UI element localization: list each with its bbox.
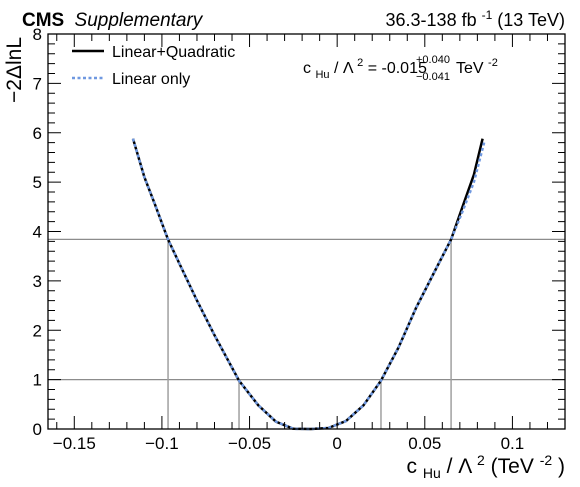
supplementary-label: Supplementary <box>75 10 204 31</box>
x-label-sq: 2 <box>477 452 485 468</box>
series-line-linear-only <box>131 138 486 431</box>
result-lambda-exp: 2 <box>357 57 363 69</box>
plot-frame <box>47 33 566 430</box>
series-layer <box>131 138 486 431</box>
header-experiment: CMS Supplementary <box>22 10 204 31</box>
reference-lines <box>48 238 565 429</box>
result-value: = -0.015 <box>368 60 427 77</box>
x-axis-label: c Hu / Λ 2 (TeV -2 ) <box>407 447 565 483</box>
legend-label-linear-only: Linear only <box>112 71 190 88</box>
x-tick-label-4: 0.05 <box>408 434 441 453</box>
result-param: c <box>303 60 311 77</box>
x-label-close: ) <box>558 455 565 478</box>
x-tick-label-2: −0.05 <box>228 434 271 453</box>
x-tick-label-1: −0.1 <box>145 434 179 453</box>
x-label-sub: Hu <box>423 465 441 481</box>
axes: 0 1 2 3 4 5 6 7 8 −0.15 −0.1 −0.05 0 0.05 0.1 <box>33 25 566 453</box>
result-sep: / <box>334 60 343 77</box>
result-up-error: +0.040 <box>416 54 450 66</box>
result-annotation: c Hu / Λ 2 = -0.015 <box>303 53 427 82</box>
x-label-param: c <box>407 455 418 478</box>
experiment-label: CMS <box>22 10 64 31</box>
x-tick-label-5: 0.1 <box>501 434 525 453</box>
x-label-mid: / Λ <box>447 455 473 478</box>
y-tick-label-6: 6 <box>33 124 42 143</box>
y-tick-label-7: 7 <box>33 74 42 93</box>
lumi-suffix: (13 TeV) <box>497 10 565 30</box>
y-tick-label-2: 2 <box>33 321 42 340</box>
result-down-error: −0.041 <box>416 71 450 83</box>
result-lambda: Λ <box>343 60 354 77</box>
lumi-prefix: 36.3-138 fb <box>386 10 477 30</box>
legend-label-linear-quadratic: Linear+Quadratic <box>112 44 235 61</box>
x-label-unit: (TeV <box>491 455 534 478</box>
lumi-label: 36.3-138 fb -1 (13 TeV) <box>386 3 565 30</box>
x-tick-label-0: −0.15 <box>53 434 96 453</box>
x-tick-label-3: 0 <box>332 434 341 453</box>
result-unit: TeV <box>456 60 484 77</box>
result-unit-label: TeV -2 <box>456 57 498 77</box>
lumi-exponent: -1 <box>482 8 493 22</box>
x-label-unit-exp: -2 <box>540 452 553 468</box>
y-tick-label-4: 4 <box>33 223 42 242</box>
y-tick-label-0: 0 <box>33 420 42 439</box>
y-tick-label-8: 8 <box>33 25 42 44</box>
y-tick-label-1: 1 <box>33 371 42 390</box>
legend: Linear+Quadratic Linear only <box>72 44 235 88</box>
y-tick-label-3: 3 <box>33 272 42 291</box>
y-tick-label-5: 5 <box>33 173 42 192</box>
y-axis-label: −2ΔlnL <box>3 37 26 103</box>
result-param-sub: Hu <box>315 69 329 81</box>
result-unit-exp: -2 <box>488 57 498 69</box>
series-line-linear-quadratic <box>131 138 484 431</box>
